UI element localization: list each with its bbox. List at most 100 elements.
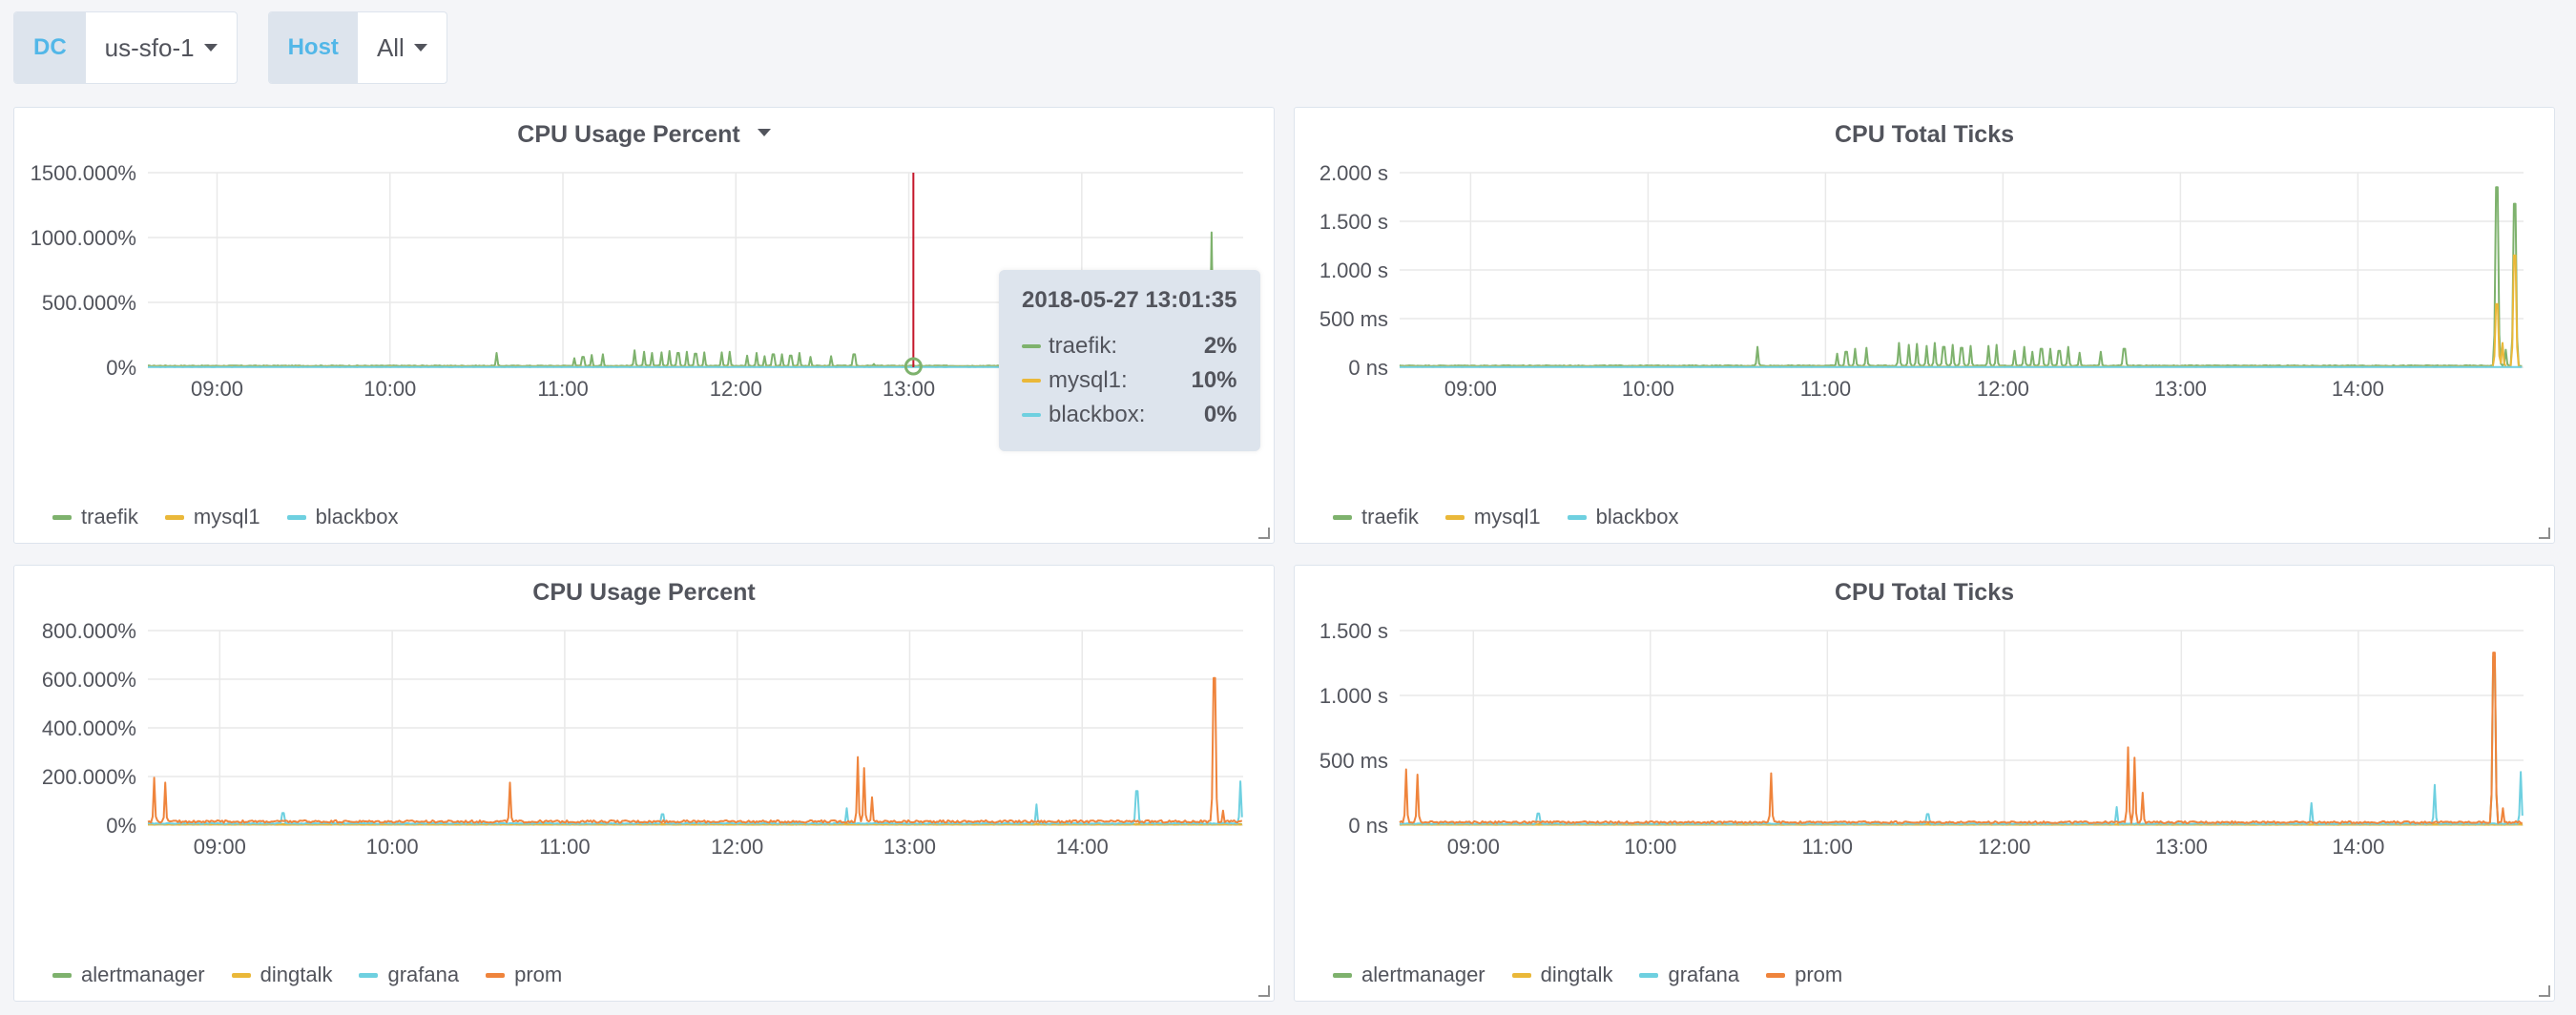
legend-item-blackbox[interactable]: blackbox (286, 505, 399, 529)
chart-plot[interactable]: 0 ns 500 ms 1.000 s 1.500 s 2.000 s 09:00 10:0… (1295, 108, 2554, 543)
y-tick-label: 0% (106, 814, 136, 838)
hover-point-marker (904, 357, 923, 376)
caret-down-icon (203, 44, 218, 52)
legend-item-grafana[interactable]: grafana (359, 963, 459, 987)
x-tick-label: 09:00 (194, 835, 246, 859)
series-color-swatch (1639, 972, 1659, 978)
tooltip-row: traefik: 2% (1022, 329, 1237, 363)
x-tick-label: 14:00 (1056, 835, 1109, 859)
tooltip-row: mysql1: 10% (1022, 363, 1237, 398)
caret-down-icon (413, 44, 427, 52)
legend-item-blackbox[interactable]: blackbox (1567, 505, 1678, 529)
series-color-swatch (1022, 413, 1041, 417)
legend-label: dingtalk (260, 963, 333, 986)
series-color-swatch (52, 972, 72, 978)
x-tick-label: 11:00 (1800, 377, 1851, 401)
legend-label: blackbox (315, 505, 399, 528)
x-tick-label: 11:00 (537, 377, 588, 401)
series-color-swatch (359, 972, 379, 978)
series-color-swatch (1444, 514, 1465, 520)
legend-item-alertmanager[interactable]: alertmanager (1333, 963, 1485, 987)
series-color-swatch (1333, 514, 1352, 520)
series-line-prom (147, 676, 1243, 824)
y-tick-label: 2.000 s (1319, 161, 1388, 185)
x-tick-label: 12:00 (1977, 377, 2029, 401)
legend-item-dingtalk[interactable]: dingtalk (1511, 963, 1612, 987)
y-tick-label: 0 ns (1348, 814, 1388, 838)
legend-label: traefik (81, 505, 138, 528)
y-tick-label: 500 ms (1319, 307, 1388, 331)
legend-item-dingtalk[interactable]: dingtalk (231, 963, 333, 987)
series-line-grafana (147, 780, 1243, 825)
series-color-swatch (164, 514, 184, 520)
legend: alertmanager dingtalk grafana prom (1333, 963, 1842, 987)
legend-label: traefik (1361, 505, 1419, 528)
tooltip-series-name: traefik: (1049, 333, 1118, 359)
x-tick-label: 10:00 (1624, 835, 1676, 859)
tooltip-time: 2018-05-27 13:01:35 (1022, 287, 1237, 313)
host-variable-value: All (376, 32, 405, 62)
x-tick-label: 11:00 (1802, 835, 1853, 859)
panel-title-text: CPU Total Ticks (1834, 121, 2014, 148)
legend-item-alertmanager[interactable]: alertmanager (52, 963, 205, 987)
tooltip-series-value: 10% (1191, 367, 1237, 393)
host-variable-dropdown[interactable]: All (358, 12, 447, 83)
x-tick-label: 09:00 (1447, 835, 1500, 859)
tooltip-series-name: mysql1: (1049, 367, 1128, 393)
x-tick-label: 11:00 (539, 835, 590, 859)
series-line-traefik (1399, 186, 2523, 367)
legend-label: mysql1 (193, 505, 260, 528)
x-tick-label: 10:00 (1622, 377, 1674, 401)
panel-title[interactable]: CPU Total Ticks (1295, 121, 2554, 149)
legend-item-prom[interactable]: prom (1766, 963, 1842, 987)
resize-handle-icon[interactable] (1258, 528, 1270, 539)
series-color-swatch (52, 514, 72, 520)
dc-variable-dropdown[interactable]: us-sfo-1 (86, 12, 237, 83)
panel-cpu-usage-percent-bottom: CPU Usage Percent 0% 200.000% 400.000% 600.… (13, 565, 1275, 1002)
panel-title[interactable]: CPU Usage Percent (14, 579, 1274, 607)
y-tick-label: 500 ms (1319, 749, 1388, 773)
y-tick-label: 1.500 s (1319, 619, 1388, 643)
legend-item-prom[interactable]: prom (486, 963, 562, 987)
y-tick-label: 500.000% (42, 291, 136, 315)
y-tick-label: 0 ns (1348, 356, 1388, 380)
x-tick-label: 14:00 (2332, 835, 2384, 859)
hover-tooltip: 2018-05-27 13:01:35 traefik: 2% mysql1: … (999, 270, 1260, 451)
panel-menu-caret-icon[interactable] (757, 129, 771, 137)
panel-title[interactable]: CPU Total Ticks (1295, 579, 2554, 607)
variables-bar: DC us-sfo-1 Host All (13, 11, 447, 84)
legend-item-traefik[interactable]: traefik (52, 505, 138, 529)
legend-item-mysql1[interactable]: mysql1 (1444, 505, 1541, 529)
tooltip-series-name: blackbox: (1049, 402, 1146, 427)
legend-item-grafana[interactable]: grafana (1639, 963, 1739, 987)
resize-handle-icon[interactable] (1258, 985, 1270, 997)
legend-label: grafana (387, 963, 460, 986)
tooltip-row: blackbox: 0% (1022, 398, 1237, 432)
dc-variable-label: DC (14, 12, 86, 83)
x-tick-label: 14:00 (2332, 377, 2384, 401)
x-tick-label: 09:00 (191, 377, 243, 401)
legend: alertmanager dingtalk grafana prom (52, 963, 562, 987)
dc-variable-value: us-sfo-1 (104, 32, 195, 62)
legend-label: prom (514, 963, 563, 986)
x-tick-label: 10:00 (366, 835, 419, 859)
host-variable-label: Host (268, 12, 358, 83)
x-tick-label: 12:00 (710, 377, 762, 401)
resize-handle-icon[interactable] (2539, 528, 2550, 539)
series-color-swatch (1022, 379, 1041, 383)
legend-item-mysql1[interactable]: mysql1 (164, 505, 260, 529)
x-tick-label: 12:00 (1978, 835, 2030, 859)
legend-label: prom (1795, 963, 1843, 986)
panel-title[interactable]: CPU Usage Percent (14, 121, 1274, 149)
resize-handle-icon[interactable] (2539, 985, 2550, 997)
chart-plot[interactable]: 0 ns 500 ms 1.000 s 1.500 s 09:00 10:00 11:00 1… (1295, 566, 2554, 1001)
series-color-swatch (286, 514, 306, 520)
y-tick-label: 1.000 s (1319, 259, 1388, 282)
legend: traefik mysql1 blackbox (52, 505, 398, 529)
panel-title-text: CPU Total Ticks (1834, 579, 2014, 606)
chart-plot[interactable]: 0% 500.000% 1000.000% 1500.000% 09:00 10:00 11… (14, 108, 1274, 543)
chart-plot[interactable]: 0% 200.000% 400.000% 600.000% 800.000% 09:00 1… (14, 566, 1274, 1001)
legend-item-traefik[interactable]: traefik (1333, 505, 1419, 529)
host-variable: Host All (267, 11, 447, 84)
x-tick-label: 10:00 (364, 377, 416, 401)
